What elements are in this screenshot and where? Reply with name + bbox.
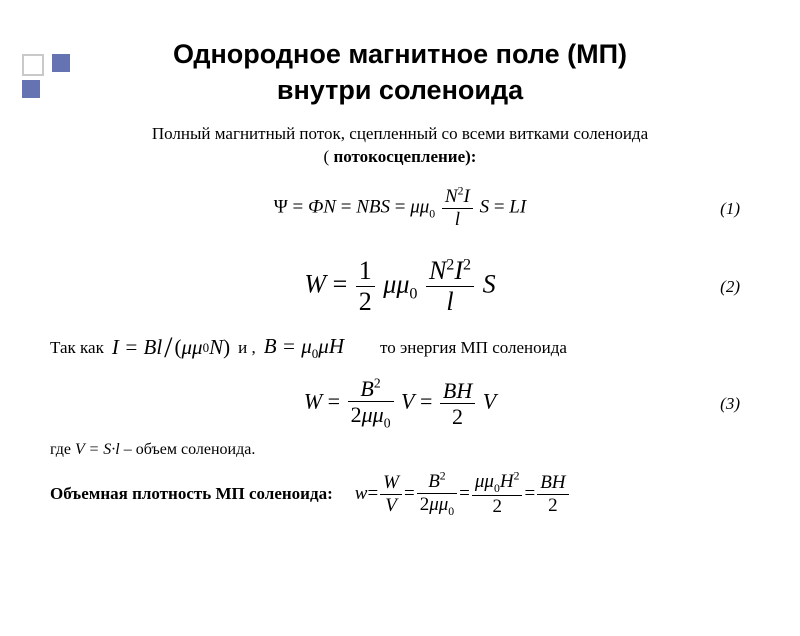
eq2-fraction: N2I2 l xyxy=(426,256,474,317)
eq4-frac3: μμ0H2 2 xyxy=(472,471,523,518)
where-line: где V = S·l – объем соленоида. xyxy=(30,441,770,459)
since-B-eq: B = μ0μH xyxy=(264,334,344,362)
subtitle: Полный магнитный поток, сцепленный со вс… xyxy=(0,123,800,169)
eq1-label: (1) xyxy=(720,199,740,219)
title-line-1: Однородное магнитное поле (МП) xyxy=(0,36,800,72)
eq3-frac2: BH 2 xyxy=(440,378,475,430)
square-outline-icon xyxy=(22,54,44,76)
square-filled-icon xyxy=(52,54,70,72)
eq3-body: W = B2 2μμ0 V = BH 2 V xyxy=(304,376,496,431)
eq1-fraction: N2I l xyxy=(442,186,473,231)
corner-decoration xyxy=(22,54,74,98)
since-I-eq: I = Bl / (μμ0N) xyxy=(112,331,230,365)
density-row: Объемная плотность МП соленоида: w = W V… xyxy=(30,471,770,518)
subtitle-line-1: Полный магнитный поток, сцепленный со вс… xyxy=(0,123,800,146)
title-block: Однородное магнитное поле (МП) внутри со… xyxy=(0,36,800,109)
equation-2: W = 1 2 μμ0 N2I2 l S (2) xyxy=(40,251,760,323)
eq2-body: W = 1 2 μμ0 N2I2 l S xyxy=(304,256,495,317)
eq3-frac1: B2 2μμ0 xyxy=(348,376,394,431)
density-label: Объемная плотность МП соленоида: xyxy=(50,484,333,504)
subtitle-line-2: ( потокосцепление): xyxy=(0,146,800,169)
eq4-frac4: BH 2 xyxy=(537,472,568,517)
equation-4: w = W V = B2 2μμ0 = μμ0H2 2 = BH 2 xyxy=(355,471,571,518)
eq4-frac2: B2 2μμ0 xyxy=(417,471,457,518)
equation-1: Ψ = ФN = NBS = μμ0 N2I l S = LI (1) xyxy=(40,181,760,237)
eq3-label: (3) xyxy=(720,394,740,414)
eq1-body: Ψ = ФN = NBS = μμ0 N2I l S = LI xyxy=(274,186,526,231)
eq2-half: 1 2 xyxy=(356,256,375,317)
title-line-2: внутри соленоида xyxy=(0,72,800,108)
eq4-frac1: W V xyxy=(380,472,402,517)
equation-3: W = B2 2μμ0 V = BH 2 V (3) xyxy=(40,373,760,435)
eq2-label: (2) xyxy=(720,277,740,297)
square-filled-icon xyxy=(22,80,40,98)
since-line: Так как I = Bl / (μμ0N) и , B = μ0μH то … xyxy=(30,331,770,365)
